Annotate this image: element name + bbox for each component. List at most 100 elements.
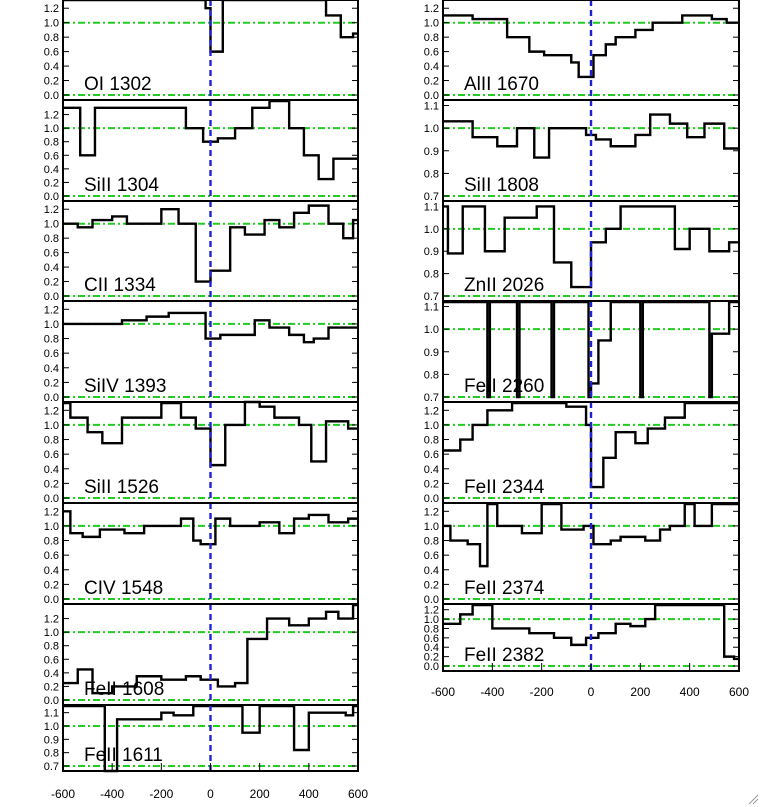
y-tick-label: 0.8 [424,32,439,44]
y-tick-label: 0.7 [44,761,59,773]
y-tick-label: 0.2 [424,478,439,490]
y-tick-label: 1.0 [424,123,439,135]
x-tick-label: -400 [100,787,124,801]
y-tick-label: 0.0 [44,594,59,606]
y-tick-label: 0.4 [44,464,59,476]
flux-step-line [63,204,358,283]
spectrum-panel: 0.7 0.8 0.9 1.0 1.1 ZnII 2026 [424,200,740,303]
y-tick-label: 0.7 [424,392,439,404]
x-tick-label: -400 [480,685,504,699]
y-tick-label: 0.8 [424,623,439,635]
y-tick-label: 0.2 [44,76,59,88]
spectrum-panel: 0.0 0.2 0.4 0.6 0.8 1.0 1.2 AlII 1670 [424,0,740,102]
y-tick-label: 1.2 [424,405,439,417]
y-tick-label: 1.0 [424,521,439,533]
y-tick-label: 0.2 [424,652,439,664]
y-tick-label: 1.0 [424,324,439,336]
y-tick-label: 0.2 [424,579,439,591]
y-tick-label: 0.9 [424,146,439,158]
x-tick-label: -600 [431,685,455,699]
spectrum-panel: 0.0 0.20.4 0.60.8 1.01.2 SiII 1304 [44,99,359,203]
spectrum-panel: 0.0 0.2 0.4 0.6 0.8 1.0 1.2 SiII 1526 [44,400,359,505]
y-tick-label: 1.1 [424,201,439,213]
y-tick-label: 1.2 [44,3,59,15]
y-tick-label: 1.2 [44,506,59,518]
y-tick-label: 0.2 [44,681,59,693]
y-tick-label: 0.6 [44,348,59,360]
y-tick-label: 0.8 [424,369,439,381]
y-tick-label: 0.4 [424,642,439,654]
y-tick-label: 0.6 [44,47,59,59]
flux-step-line [443,300,739,399]
spectrum-panel: 0.0 0.2 0.4 0.6 0.8 1.0 1.2 SiIV 1393 [44,300,359,404]
spectrum-panel: 0.0 0.2 0.4 0.6 0.8 1.0 1.2 FeII 2374 [424,502,740,606]
ion-label: SiII 1808 [464,175,539,196]
flux-step-line [63,0,358,53]
ion-label: SiII 1304 [84,175,159,196]
y-tick-label: 0.4 [44,262,59,274]
y-tick-label: 0.4 [424,61,439,73]
resize-grip-icon[interactable] [747,793,759,805]
y-tick-label: 1.0 [424,18,439,30]
y-tick-label: 0.4 [44,363,59,375]
y-tick-label: 0.4 [424,565,439,577]
flux-step-line [443,502,739,568]
y-tick-label: 1.1 [424,101,439,113]
y-tick-label: 0.8 [44,334,59,346]
ion-label: ZnII 2026 [464,275,544,296]
y-tick-label: 0.8 [424,168,439,180]
y-tick-label: 1.0 [44,219,59,231]
y-tick-label: 1.2 [44,110,59,122]
flux-step-line [63,603,358,695]
ion-label: SiII 1526 [84,477,159,498]
y-tick-label: 0.0 [424,90,439,102]
y-tick-label: 0.6 [44,449,59,461]
y-tick-label: 0.6 [44,150,59,162]
x-tick-label: 400 [299,787,319,801]
y-tick-label: 0.8 [44,641,59,653]
y-tick-label: 0.2 [44,579,59,591]
spectrum-panel: 0.00.20.40.60.81.01.2 FeII 2382 [424,603,740,673]
y-tick-label: 0.0 [424,493,439,505]
ion-label: FeII 1608 [84,679,164,700]
spectrum-panel: 0.70.8 0.91.01.1 FeII 1611 [44,704,359,773]
y-tick-label: 0.0 [424,594,439,606]
y-tick-label: 0.8 [44,32,59,44]
y-tick-label: 1.2 [44,204,59,216]
x-tick-label: 600 [729,685,749,699]
y-tick-label: 0.9 [424,347,439,359]
y-tick-label: 0.6 [44,248,59,260]
y-tick-label: 1.0 [44,123,59,135]
y-tick-label: 0.4 [44,61,59,73]
y-tick-label: 1.1 [424,302,439,314]
y-tick-label: 0.8 [44,137,59,149]
ion-label: FeII 2374 [464,578,545,599]
y-tick-label: 0.0 [44,392,59,404]
y-tick-label: 0.8 [44,233,59,245]
y-tick-label: 0.9 [44,734,59,746]
y-tick-label: 1.2 [424,506,439,518]
y-tick-label: 0.0 [44,90,59,102]
ion-label: FeII 1611 [84,745,163,766]
y-tick-label: 0.4 [44,565,59,577]
left-column-panels: 0.00.20.40.60.81.01.2OI 13020.00.20.40.6… [44,0,359,773]
y-tick-label: 0.2 [44,377,59,389]
y-tick-label: 1.0 [44,627,59,639]
flux-step-line [63,510,358,546]
y-tick-label: 0.0 [44,493,59,505]
ion-label: FeII 2344 [464,477,545,498]
y-tick-label: 0.8 [424,536,439,548]
x-tick-label: 0 [588,685,595,699]
y-tick-label: 1.2 [44,614,59,626]
flux-step-line [63,99,358,181]
y-tick-label: 1.0 [424,614,439,626]
y-tick-label: 0.4 [424,464,439,476]
y-tick-label: 1.2 [424,605,439,617]
spectrum-panel: 0.0 0.2 0.4 0.6 0.8 1.0 1.2 FeII 2344 [424,401,740,505]
spectrum-panel: 0.7 0.8 0.9 1.0 1.1 FeII 2260 [424,300,740,404]
x-tick-label: -200 [149,787,173,801]
y-tick-label: 0.8 [424,269,439,281]
y-tick-label: 1.0 [44,521,59,533]
flux-step-line [443,113,739,159]
y-tick-label: 0.8 [44,748,59,760]
